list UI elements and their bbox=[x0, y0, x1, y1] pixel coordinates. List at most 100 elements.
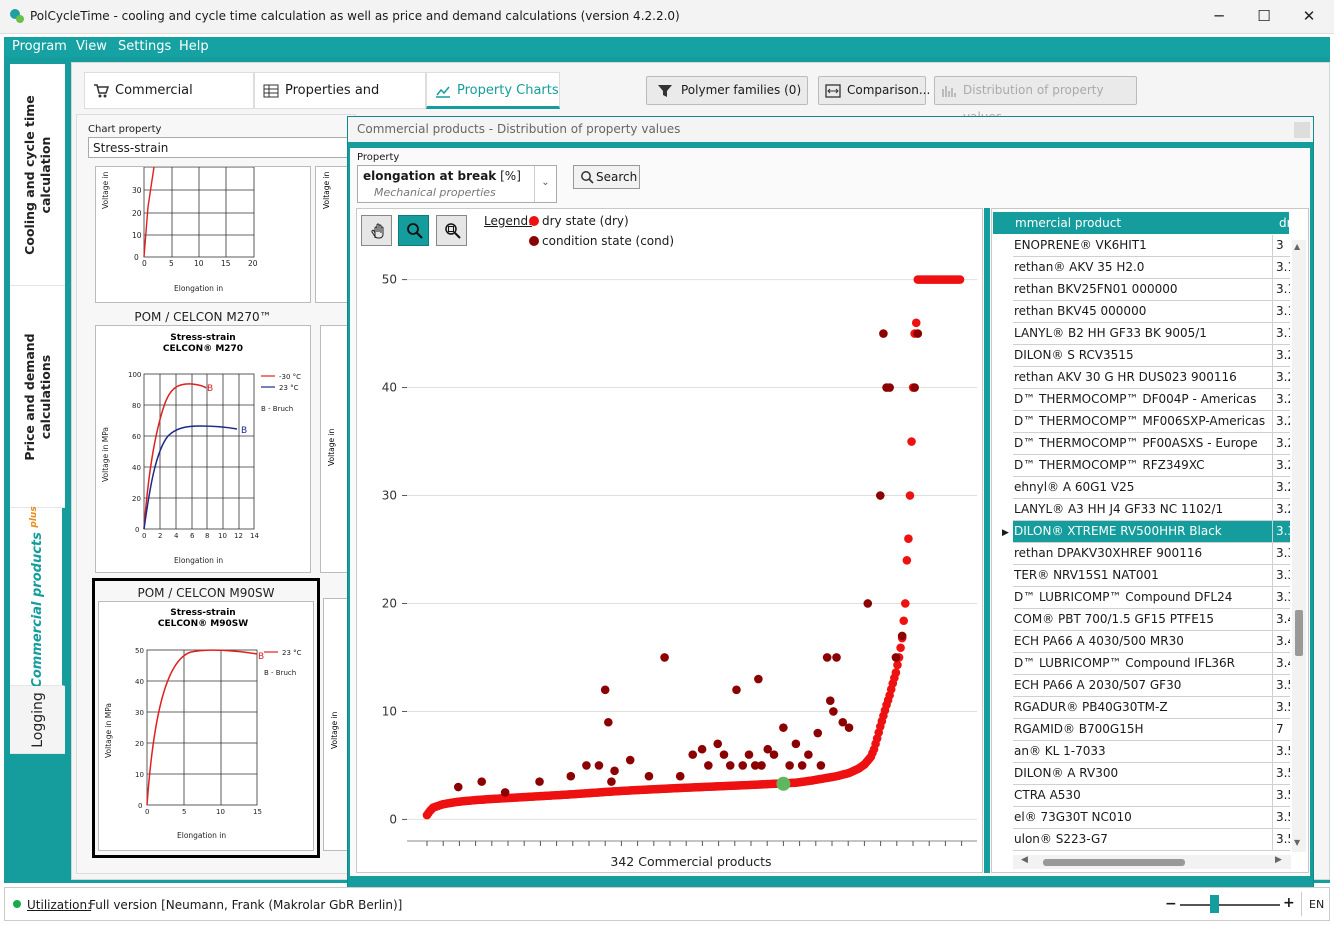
dry-value-cell: 3.3 bbox=[1272, 521, 1290, 542]
splitter[interactable] bbox=[984, 208, 990, 873]
close-button[interactable]: ✕ bbox=[1302, 7, 1316, 25]
table-row[interactable]: rethan BKV45 000000 3.1 bbox=[1013, 301, 1290, 323]
histogram-icon bbox=[942, 86, 956, 97]
zoom-slider-thumb[interactable] bbox=[1210, 895, 1219, 913]
table-row[interactable]: DILON® A RV300 3.5 bbox=[1013, 763, 1290, 785]
distribution-button[interactable]: Distribution of property values.. bbox=[934, 76, 1137, 124]
table-row[interactable]: TER® NRV15S1 NAT001 3.3 bbox=[1013, 565, 1290, 587]
horizontal-scrollbar[interactable]: ◀ ▶ bbox=[1013, 855, 1291, 869]
table-row[interactable]: rethan BKV25FN01 000000 3.1 bbox=[1013, 279, 1290, 301]
table-row[interactable]: ulon® S223-G7 3.5 bbox=[1013, 829, 1290, 851]
table-row[interactable]: D™ THERMOCOMP™ DF004P - Americas 3.2 bbox=[1013, 389, 1290, 411]
polymer-families-button[interactable]: Polymer families (0) ... bbox=[646, 76, 808, 124]
table-row[interactable]: D™ LUBRICOMP™ Compound DFL24 3.3 bbox=[1013, 587, 1290, 609]
sidebar-tab-logging[interactable]: Logging bbox=[10, 686, 65, 754]
cond-point bbox=[897, 631, 907, 641]
sidebar-tab-commercial[interactable]: Commercial products plus bbox=[10, 506, 65, 687]
dry-value-cell: 3.2 bbox=[1272, 433, 1290, 454]
cond-point bbox=[744, 750, 754, 759]
comparison-button[interactable]: Comparison... bbox=[818, 76, 930, 105]
tab-properties[interactable]: Properties and values bbox=[254, 72, 426, 134]
grid-corner bbox=[993, 212, 1013, 234]
tl-xtick-2: 10 bbox=[194, 259, 204, 268]
product-name-cell: RGADUR® PB40G30TM-Z bbox=[1014, 700, 1168, 714]
table-row[interactable]: rethan DPAKV30XHREF 900116 3.3 bbox=[1013, 543, 1290, 565]
minimize-button[interactable]: ─ bbox=[1214, 7, 1224, 25]
zoom-reset-button[interactable] bbox=[436, 215, 467, 246]
chart-card-m270[interactable]: Stress-strain CELCON® M270 B B -30 °C 23… bbox=[95, 325, 311, 573]
chart-card-top-left[interactable]: 0 10 20 30 0 5 10 15 20 Elongation in Vo… bbox=[95, 166, 311, 303]
zoom-tool-button[interactable] bbox=[398, 215, 429, 246]
dialog-close-button[interactable] bbox=[1294, 122, 1310, 138]
table-row[interactable]: el® 73G30T NC010 3.5 bbox=[1013, 807, 1290, 829]
table-row[interactable]: D™ LUBRICOMP™ Compound IFL36R 3.4 bbox=[1013, 653, 1290, 675]
menu-settings[interactable]: Settings bbox=[118, 39, 172, 54]
y-tick-label: 50 bbox=[382, 273, 397, 287]
chevron-down-icon[interactable]: ⌄ bbox=[534, 166, 556, 202]
status-bar: Utilization: Full version [Neumann, Fran… bbox=[4, 887, 1330, 921]
cond-point bbox=[704, 761, 713, 770]
table-row[interactable]: D™ THERMOCOMP™ PF00ASXS - Europe 3.2 bbox=[1013, 433, 1290, 455]
utilization-link[interactable]: Utilization: bbox=[27, 898, 92, 912]
table-row[interactable]: ENOPRENE® VK6HIT1 3 bbox=[1013, 235, 1290, 257]
scroll-left-icon[interactable]: ◀ bbox=[1021, 855, 1028, 865]
vertical-scroll-thumb[interactable] bbox=[1295, 610, 1303, 656]
table-row[interactable]: LANYL® A3 HH J4 GF33 NC 1102/1 3.2 bbox=[1013, 499, 1290, 521]
table-row[interactable]: rethan AKV 30 G HR DUS023 900116 3.2 bbox=[1013, 367, 1290, 389]
search-button[interactable]: Search bbox=[573, 165, 640, 189]
horizontal-scroll-thumb[interactable] bbox=[1043, 859, 1185, 866]
tab-property-charts[interactable]: Property Charts bbox=[426, 72, 560, 109]
language-indicator[interactable]: EN bbox=[1309, 898, 1325, 911]
table-row[interactable]: RGAMID® B700G15H 7 bbox=[1013, 719, 1290, 741]
distribution-chart[interactable]: 0 10 20 30 40 50 342 Commercial products bbox=[357, 258, 982, 872]
table-row[interactable]: ECH PA66 A 2030/507 GF30 3.5 bbox=[1013, 675, 1290, 697]
chart-card-m90sw[interactable]: Stress-strain CELCON® M90SW B 23 °C B - … bbox=[98, 601, 314, 851]
cond-point bbox=[660, 653, 669, 662]
zoom-fit-icon bbox=[445, 223, 461, 239]
dry-value-cell: 3.2 bbox=[1272, 455, 1290, 476]
side-ylabel-svg-3: Voltage in bbox=[330, 711, 339, 749]
table-row[interactable]: ECH PA66 A 4030/500 MR30 3.4 bbox=[1013, 631, 1290, 653]
chart-card-side-2[interactable]: Voltage in bbox=[320, 325, 351, 573]
grid-header-product[interactable]: mmercial product bbox=[1015, 216, 1122, 230]
grid-header-dry[interactable]: dr bbox=[1279, 216, 1292, 230]
status-divider bbox=[1301, 892, 1302, 916]
table-row[interactable]: DILON® XTREME RV500HHR Black 3.3 bbox=[1013, 521, 1290, 543]
menu-help[interactable]: Help bbox=[179, 39, 209, 54]
m270-chart-title: Stress-strain bbox=[170, 333, 235, 343]
table-row[interactable]: rethan® AKV 35 H2.0 3.1 bbox=[1013, 257, 1290, 279]
tab-commercial-products[interactable]: Commercial products bbox=[84, 72, 254, 134]
pan-tool-button[interactable] bbox=[361, 215, 392, 246]
dry-value-cell: 3.4 bbox=[1272, 653, 1290, 674]
chart-card-top-right[interactable]: Voltage in bbox=[315, 166, 351, 303]
product-name-cell: COM® PBT 700/1.5 GF15 PTFE15 bbox=[1014, 612, 1215, 626]
sidebar-tab-cooling[interactable]: Cooling and cycle time calculation bbox=[10, 64, 65, 286]
zoom-slider[interactable] bbox=[1180, 904, 1280, 906]
sidebar-tab-price[interactable]: Price and demand calculations bbox=[10, 286, 65, 508]
menu-program[interactable]: Program bbox=[12, 39, 67, 54]
scroll-up-icon[interactable]: ▲ bbox=[1294, 242, 1301, 251]
zoom-in-icon[interactable]: + bbox=[1283, 895, 1295, 911]
chart-property-select[interactable]: Stress-strain bbox=[88, 137, 350, 158]
table-row[interactable]: D™ THERMOCOMP™ MF006SXP-Americas 3.2 bbox=[1013, 411, 1290, 433]
table-row[interactable]: LANYL® B2 HH GF33 BK 9005/1 3.1 bbox=[1013, 323, 1290, 345]
table-row[interactable]: CTRA A530 3.5 bbox=[1013, 785, 1290, 807]
table-row[interactable]: DILON® S RCV3515 3.2 bbox=[1013, 345, 1290, 367]
sidebar-tab-price-label: Price and demand calculations bbox=[21, 332, 53, 461]
cond-point bbox=[844, 723, 854, 732]
vertical-scrollbar[interactable]: ▲ ▼ bbox=[1292, 240, 1306, 852]
table-row[interactable]: ehnyl® A 60G1 V25 3.2 bbox=[1013, 477, 1290, 499]
product-name-cell: CTRA A530 bbox=[1014, 788, 1081, 802]
maximize-button[interactable]: ☐ bbox=[1257, 7, 1271, 25]
table-row[interactable]: an® KL 1-7033 3.5 bbox=[1013, 741, 1290, 763]
table-row[interactable]: D™ THERMOCOMP™ RFZ349XC 3.2 bbox=[1013, 455, 1290, 477]
m90sw-ytick-4: 40 bbox=[135, 678, 144, 686]
scroll-right-icon[interactable]: ▶ bbox=[1275, 855, 1282, 865]
zoom-out-icon[interactable]: − bbox=[1165, 896, 1177, 912]
table-row[interactable]: COM® PBT 700/1.5 GF15 PTFE15 3.4 bbox=[1013, 609, 1290, 631]
menu-view[interactable]: View bbox=[76, 39, 107, 54]
scroll-down-icon[interactable]: ▼ bbox=[1294, 838, 1301, 847]
m270-ytick-1: 20 bbox=[132, 495, 141, 503]
table-row[interactable]: RGADUR® PB40G30TM-Z 3.5 bbox=[1013, 697, 1290, 719]
property-select[interactable]: elongation at break [%] Mechanical prope… bbox=[357, 165, 557, 203]
